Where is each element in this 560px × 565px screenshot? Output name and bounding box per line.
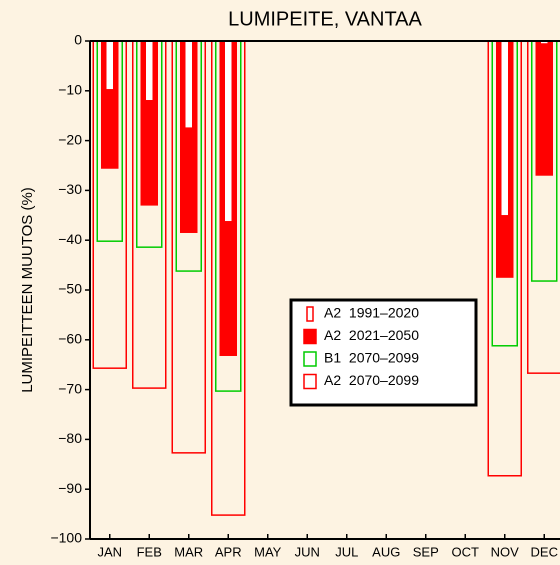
y-tick-label: −40	[58, 231, 82, 247]
x-tick-label: OCT	[452, 544, 480, 559]
chart-title: LUMIPEITE, VANTAA	[228, 8, 422, 30]
bar	[184, 40, 194, 129]
y-tick-label: −10	[58, 82, 82, 98]
y-tick-label: −60	[58, 331, 82, 347]
bar	[144, 40, 154, 102]
legend-label: A2 1991–2020	[324, 305, 419, 321]
y-tick-label: −100	[50, 530, 82, 546]
bar	[105, 40, 115, 91]
bar	[223, 40, 233, 223]
x-tick-label: JUN	[295, 544, 320, 559]
x-tick-label: AUG	[372, 544, 400, 559]
x-tick-label: JUL	[335, 544, 358, 559]
legend-label: A2 2021–2050	[324, 327, 419, 343]
legend-box	[289, 298, 478, 407]
y-tick-label: −30	[58, 181, 82, 197]
x-tick-label: MAR	[174, 544, 203, 559]
bar	[500, 40, 510, 217]
x-tick-label: JAN	[97, 544, 122, 559]
legend-marker	[303, 351, 317, 367]
y-tick-label: −80	[58, 430, 82, 446]
y-tick-label: 0	[74, 32, 82, 48]
legend-marker	[303, 328, 317, 345]
x-tick-label: NOV	[491, 544, 520, 559]
legend-label: B1 2070–2099	[324, 350, 419, 366]
x-tick-label: DEC	[531, 544, 558, 559]
bar	[535, 40, 553, 176]
y-tick-label: −50	[58, 281, 82, 297]
y-tick-label: −70	[58, 380, 82, 396]
x-tick-label: FEB	[137, 544, 162, 559]
x-tick-label: SEP	[413, 544, 439, 559]
legend-label: A2 2070–2099	[324, 372, 419, 388]
y-tick-label: −90	[58, 480, 82, 496]
legend-marker	[303, 373, 317, 390]
x-tick-label: APR	[215, 544, 242, 559]
legend-marker	[306, 306, 314, 322]
y-tick-label: −20	[58, 131, 82, 147]
x-tick-label: MAY	[254, 544, 282, 559]
y-axis-label: LUMIPEITTEEN MUUTOS (%)	[19, 187, 36, 393]
